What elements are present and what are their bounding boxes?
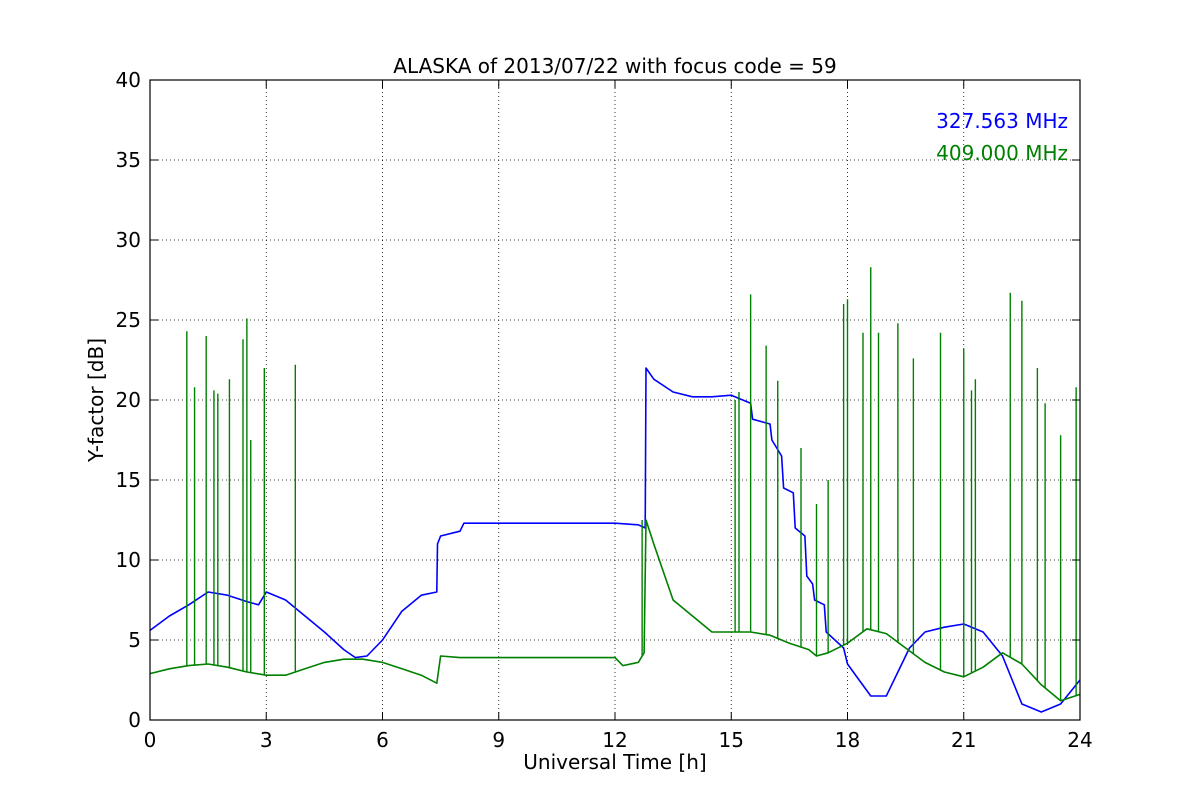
y-tick-label: 20 [116,388,141,412]
x-tick-label: 21 [951,728,976,752]
y-tick-label: 0 [128,708,141,732]
y-tick-label: 5 [128,628,141,652]
y-tick-label: 10 [116,548,141,572]
series-line-1 [149,519,1081,702]
series-line-0 [149,367,1081,713]
x-tick-label: 12 [602,728,627,752]
legend-entry-0: 327.563 MHz [936,109,1068,133]
y-tick-label: 35 [116,148,141,172]
y-tick-label: 15 [116,468,141,492]
y-axis-label: Y-factor [dB] [84,338,108,463]
legend-entry-1: 409.000 MHz [936,141,1068,165]
chart-title: ALASKA of 2013/07/22 with focus code = 5… [393,54,836,78]
x-tick-label: 18 [835,728,860,752]
y-tick-label: 25 [116,308,141,332]
x-tick-label: 24 [1067,728,1092,752]
y-tick-label: 30 [116,228,141,252]
x-tick-label: 15 [719,728,744,752]
axis-ticks: 0 3 6 9 12 15 18 21 24 0 5 10 15 20 25 30 35 40 [116,68,1093,752]
x-axis-label: Universal Time [h] [523,750,706,774]
x-tick-label: 0 [144,728,157,752]
x-tick-label: 9 [492,728,505,752]
x-tick-label: 6 [376,728,389,752]
y-tick-label: 40 [116,68,141,92]
x-tick-label: 3 [260,728,273,752]
series-layer [149,267,1081,713]
